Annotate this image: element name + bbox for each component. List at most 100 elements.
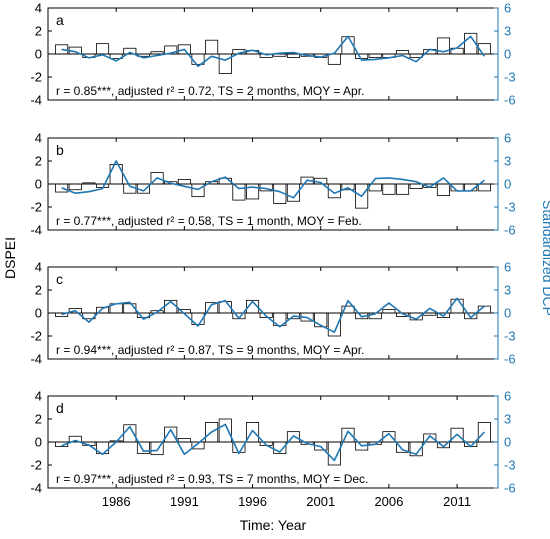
right-tick-label: 6 (504, 131, 511, 146)
panel-c: 4 2 0 -2 -4 6 3 0 -3 -6 c r = 0.94***, adjusted r² … (30, 260, 515, 367)
right-tick-label: 0 (504, 306, 511, 321)
bar (68, 435, 82, 443)
bar (218, 53, 232, 74)
left-tick-label: -2 (30, 458, 42, 473)
right-tick-label: 6 (504, 260, 511, 275)
bar (191, 441, 205, 450)
bar (150, 172, 164, 185)
panel-b: 4 2 0 -2 -4 6 3 0 -3 -6 b r = 0.77***, adjusted r² … (30, 131, 515, 238)
left-tick-label: -4 (30, 223, 42, 238)
bar (191, 312, 205, 325)
dcp-line (61, 35, 486, 68)
left-tick-label: -4 (30, 352, 42, 367)
right-tick-label: -6 (504, 223, 516, 238)
bar (150, 51, 164, 55)
bar (286, 53, 300, 58)
left-tick-label: -2 (30, 329, 42, 344)
bar (314, 312, 328, 328)
bar (382, 309, 396, 314)
panel-letter: a (56, 12, 64, 28)
bar (464, 32, 478, 55)
bar (477, 43, 491, 55)
bar (464, 312, 478, 320)
bar (450, 298, 464, 314)
bar (82, 182, 96, 185)
bar (341, 183, 355, 191)
right-tick-label: -3 (504, 329, 516, 344)
bar (150, 441, 164, 456)
panel-annotation: r = 0.97***, adjusted r² = 0.93, TS = 7 … (56, 472, 368, 486)
bar (436, 312, 450, 318)
left-tick-label: 2 (35, 412, 42, 427)
bar (123, 47, 137, 55)
panel-letter: d (56, 400, 64, 416)
left-tick-label: -4 (30, 93, 42, 108)
bar (327, 53, 341, 65)
x-tick-label: 2011 (443, 494, 471, 509)
bar (55, 441, 69, 447)
bar (218, 177, 232, 185)
left-tick-label: 0 (35, 47, 42, 62)
x-tick-label: 1986 (102, 494, 131, 509)
bar (96, 43, 110, 55)
right-tick-label: -6 (504, 481, 516, 496)
bar (96, 306, 110, 314)
left-tick-label: 4 (35, 1, 42, 16)
right-tick-label: 0 (504, 435, 511, 450)
y-axis-label-right: Standardized DCP (540, 200, 550, 316)
bar (409, 441, 423, 457)
bar (341, 305, 355, 314)
right-tick-label: 6 (504, 1, 511, 16)
x-tick-label: 1991 (170, 494, 199, 509)
left-tick-label: 4 (35, 260, 42, 275)
panel-letter: c (56, 271, 63, 287)
panel-letter: b (56, 142, 64, 158)
bar (205, 39, 219, 55)
left-tick-label: -2 (30, 70, 42, 85)
y-axis-label-left: DSPEI (2, 237, 18, 279)
left-tick-label: 2 (35, 283, 42, 298)
x-tick-label: 1996 (238, 494, 267, 509)
bar (205, 302, 219, 314)
panels: 4 2 0 -2 -4 6 3 0 -3 -6 a r = 0.85***, adjusted r² … (30, 1, 515, 510)
bar (341, 427, 355, 443)
bar (273, 441, 287, 454)
bar (327, 441, 341, 466)
bar (436, 183, 450, 196)
bar (368, 53, 382, 58)
left-tick-label: 2 (35, 154, 42, 169)
bar (55, 312, 69, 317)
x-tick-label: 2006 (374, 494, 403, 509)
bar (423, 433, 437, 443)
bar (477, 183, 491, 192)
left-tick-label: 0 (35, 306, 42, 321)
bar (246, 299, 260, 314)
bar (232, 183, 246, 201)
left-tick-label: 4 (35, 131, 42, 146)
panel-annotation: r = 0.85***, adjusted r² = 0.72, TS = 2 … (56, 84, 364, 98)
panel-annotation: r = 0.94***, adjusted r² = 0.87, TS = 9 … (56, 343, 364, 357)
right-tick-label: 0 (504, 47, 511, 62)
bar (68, 307, 82, 314)
panel-a: 4 2 0 -2 -4 6 3 0 -3 -6 a r = 0.85***, adjusted r² … (30, 1, 515, 108)
bar (259, 312, 273, 318)
right-tick-label: 3 (504, 412, 511, 427)
bar (286, 312, 300, 320)
bar (327, 312, 341, 337)
right-tick-label: -3 (504, 200, 516, 215)
left-tick-label: 0 (35, 177, 42, 192)
dcp-line (61, 423, 485, 462)
bar (423, 312, 437, 316)
bar (436, 37, 450, 55)
bar (286, 183, 300, 202)
x-tick-label: 2001 (306, 494, 335, 509)
bar (218, 418, 232, 443)
dcp-line (61, 160, 485, 199)
right-tick-label: 3 (504, 283, 511, 298)
right-tick-label: 6 (504, 389, 511, 404)
bar (177, 44, 191, 55)
right-tick-label: -6 (504, 352, 516, 367)
bar (450, 427, 464, 443)
bar (136, 441, 150, 454)
